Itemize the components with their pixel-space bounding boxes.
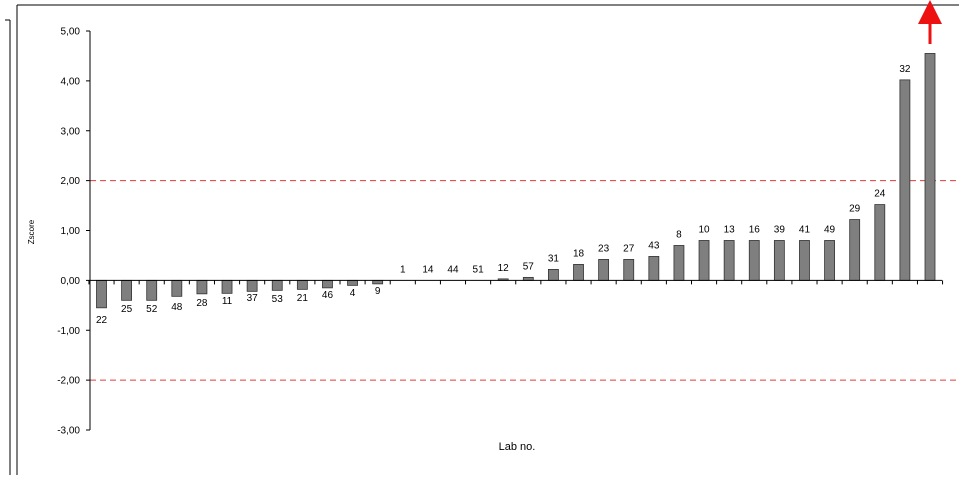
y-tick-label: -3,00: [57, 426, 80, 437]
bar-lab-25: [121, 279, 133, 301]
bar-label: 23: [598, 243, 610, 254]
bar-label: 43: [648, 240, 660, 251]
bar-label: 12: [498, 263, 510, 274]
bar-label: 8: [676, 229, 682, 240]
bar-lab-13: [723, 240, 735, 281]
bar-label: 53: [272, 294, 284, 305]
y-tick-label: 5,00: [61, 27, 81, 38]
bar-label: 25: [121, 304, 133, 315]
bar-lab-4: [347, 279, 358, 286]
bar-label: 49: [824, 224, 836, 235]
x-axis-title: Lab no.: [499, 441, 536, 453]
bar-lab-28: [196, 279, 208, 295]
bar-label: 37: [247, 293, 259, 304]
bar-lab-16: [748, 240, 760, 281]
bar-lab-46: [322, 279, 333, 289]
bar-label: 24: [874, 189, 886, 200]
bar-lab-23: [598, 259, 610, 281]
y-tick-label: -2,00: [57, 376, 80, 387]
bar-lab-9: [372, 279, 384, 285]
bar-label: 32: [899, 64, 911, 75]
x-axis: [88, 279, 944, 285]
bar-lab-8: [673, 245, 685, 281]
y-tick-label: -1,00: [57, 326, 80, 337]
bar-lab-10: [698, 240, 710, 281]
y-tick-label: 0,00: [61, 276, 81, 287]
bar-label: 44: [447, 264, 459, 275]
bar-lab-43: [648, 256, 660, 281]
bar-label: 4: [350, 288, 356, 299]
bar-lab-52: [146, 279, 158, 301]
bar-lab-11: [221, 279, 233, 294]
bar-lab-41: [799, 240, 810, 281]
bar-lab-48: [171, 279, 183, 297]
bar-label: 46: [322, 290, 334, 301]
bar-lab-24: [874, 204, 886, 281]
bar-lab-53: [271, 279, 283, 291]
bar-lab-offscale: [924, 53, 936, 281]
y-tick-label: 3,00: [61, 126, 81, 137]
bar-lab-29: [849, 219, 861, 281]
y-tick-label: 4,00: [61, 76, 81, 87]
bar-lab-32: [899, 79, 911, 281]
bar-label: 11: [222, 296, 233, 307]
bar-label: 9: [375, 286, 381, 297]
bar-label: 14: [422, 264, 434, 275]
bars: [96, 53, 936, 309]
bar-label: 27: [623, 243, 635, 254]
bar-label: 18: [573, 248, 585, 259]
y-axis-title: Zscore: [27, 219, 36, 244]
bar-label: 10: [698, 224, 710, 235]
bar-label: 1: [400, 264, 406, 275]
bar-lab-27: [623, 259, 635, 281]
bar-label: 39: [774, 224, 786, 235]
bar-label: 48: [171, 302, 183, 313]
bar-lab-22: [96, 279, 107, 309]
bar-label: 52: [146, 304, 158, 315]
bar-label: 22: [96, 315, 108, 326]
bar-lab-37: [246, 279, 258, 292]
bar-label: 51: [473, 264, 485, 275]
bar-lab-39: [773, 240, 785, 281]
bar-label: 41: [799, 224, 811, 235]
bar-lab-49: [824, 240, 835, 281]
y-axis: 5,00 4,00 3,00 2,00 1,00 0,00 -1,00 -2,00 -3,00: [57, 27, 91, 437]
bar-label: 29: [849, 204, 861, 215]
bar-label: 28: [196, 298, 208, 309]
y-tick-label: 1,00: [61, 226, 81, 237]
bar-label: 13: [724, 224, 736, 235]
y-tick-label: 2,00: [61, 176, 81, 187]
bar-label: 16: [749, 224, 761, 235]
reference-lines: [90, 180, 959, 381]
bar-label: 57: [523, 261, 535, 272]
bar-lab-31: [548, 269, 559, 281]
bar-lab-21: [296, 279, 308, 290]
bar-lab-18: [573, 264, 584, 281]
bar-label: 31: [548, 253, 560, 264]
bar-label: 21: [297, 293, 309, 304]
